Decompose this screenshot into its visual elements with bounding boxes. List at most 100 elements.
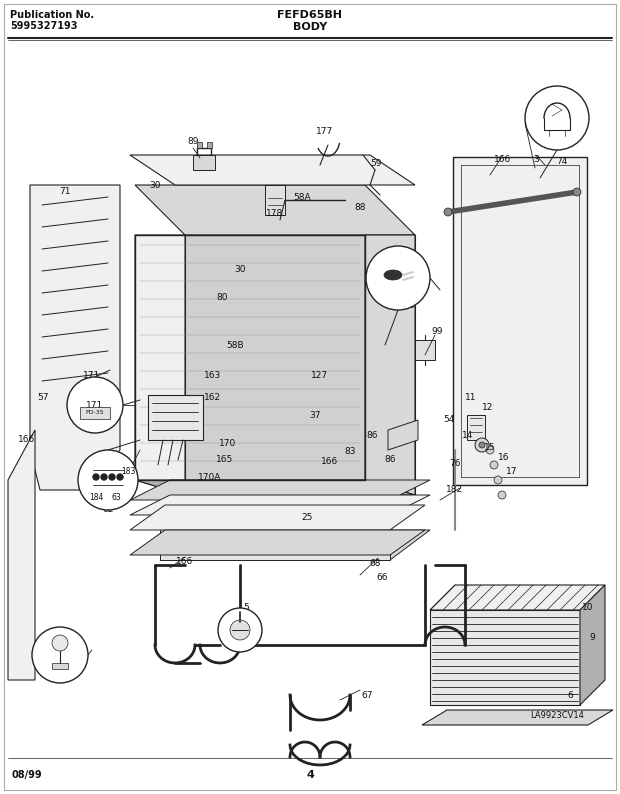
Circle shape — [490, 461, 498, 469]
Circle shape — [230, 620, 250, 640]
Text: 9: 9 — [589, 634, 595, 642]
Text: 99: 99 — [432, 327, 443, 337]
Polygon shape — [453, 157, 587, 485]
Text: 129: 129 — [399, 302, 417, 310]
FancyBboxPatch shape — [197, 142, 202, 148]
Circle shape — [109, 474, 115, 480]
FancyBboxPatch shape — [207, 142, 212, 148]
Text: 16: 16 — [498, 453, 510, 462]
Text: 171: 171 — [86, 400, 104, 410]
Text: 71: 71 — [60, 187, 71, 196]
Text: BODY: BODY — [293, 22, 327, 32]
Text: 166: 166 — [176, 557, 193, 566]
Text: 6: 6 — [567, 691, 573, 700]
Text: 177: 177 — [316, 128, 334, 137]
Polygon shape — [193, 155, 215, 170]
Circle shape — [573, 188, 581, 196]
Circle shape — [101, 474, 107, 480]
Polygon shape — [130, 530, 425, 555]
Text: 86: 86 — [384, 456, 396, 464]
Text: 17: 17 — [507, 467, 518, 476]
Circle shape — [32, 627, 88, 683]
Text: 5: 5 — [243, 603, 249, 612]
Polygon shape — [140, 475, 410, 490]
Text: 62: 62 — [102, 506, 113, 515]
Circle shape — [444, 208, 452, 216]
Text: 3: 3 — [533, 156, 539, 164]
Text: 30: 30 — [234, 265, 246, 275]
Polygon shape — [52, 663, 68, 669]
Text: 171: 171 — [83, 371, 100, 380]
Text: 184: 184 — [89, 494, 103, 503]
Circle shape — [525, 86, 589, 150]
Polygon shape — [160, 530, 430, 560]
Text: 4: 4 — [306, 770, 314, 780]
FancyBboxPatch shape — [80, 407, 110, 419]
Text: 83: 83 — [344, 448, 356, 457]
Polygon shape — [130, 480, 430, 500]
Text: 89: 89 — [187, 137, 199, 147]
Polygon shape — [140, 240, 360, 475]
Polygon shape — [467, 415, 485, 440]
Circle shape — [479, 442, 485, 448]
Polygon shape — [185, 235, 415, 495]
Text: 68: 68 — [370, 558, 381, 568]
Text: 5995327193: 5995327193 — [10, 21, 78, 31]
Polygon shape — [422, 710, 613, 725]
Text: 10: 10 — [582, 603, 594, 611]
Circle shape — [52, 635, 68, 651]
Text: 166: 166 — [18, 435, 35, 445]
Polygon shape — [265, 185, 285, 215]
Text: Publication No.: Publication No. — [10, 10, 94, 20]
Text: 14: 14 — [463, 430, 474, 440]
Polygon shape — [130, 505, 425, 530]
Text: 30: 30 — [149, 180, 161, 190]
Text: LA9923CV14: LA9923CV14 — [530, 711, 584, 719]
Text: 170A: 170A — [198, 473, 222, 483]
Text: 76: 76 — [450, 458, 461, 468]
Text: 88: 88 — [354, 202, 366, 211]
Text: 37: 37 — [309, 410, 321, 419]
Polygon shape — [135, 185, 415, 235]
Ellipse shape — [384, 270, 402, 280]
Polygon shape — [135, 235, 185, 495]
Text: 127: 127 — [311, 371, 329, 380]
Circle shape — [475, 438, 489, 452]
Text: 74: 74 — [556, 157, 568, 167]
Text: 170: 170 — [219, 438, 237, 448]
Circle shape — [366, 246, 430, 310]
Polygon shape — [130, 495, 430, 515]
Text: 54: 54 — [443, 415, 454, 425]
Text: 58A: 58A — [293, 192, 311, 202]
Circle shape — [486, 446, 494, 454]
Text: FEFD65BH: FEFD65BH — [278, 10, 342, 20]
Polygon shape — [430, 610, 580, 705]
Text: 15: 15 — [484, 444, 496, 453]
Polygon shape — [360, 240, 410, 490]
Circle shape — [218, 608, 262, 652]
Polygon shape — [130, 155, 415, 185]
Text: 11: 11 — [465, 392, 477, 402]
Polygon shape — [135, 480, 415, 495]
Text: 128: 128 — [410, 265, 426, 275]
Polygon shape — [580, 585, 605, 705]
Text: 183: 183 — [121, 468, 135, 476]
Circle shape — [117, 474, 123, 480]
Circle shape — [498, 491, 506, 499]
Text: 166: 166 — [494, 156, 512, 164]
Text: 165: 165 — [216, 456, 234, 464]
Text: 67: 67 — [361, 691, 373, 700]
Polygon shape — [430, 585, 605, 610]
Polygon shape — [30, 185, 120, 490]
Circle shape — [67, 377, 123, 433]
Text: FD-35: FD-35 — [86, 410, 104, 415]
Text: 63: 63 — [111, 494, 121, 503]
Text: 80: 80 — [216, 294, 228, 303]
Text: 66: 66 — [376, 573, 388, 583]
Text: 166: 166 — [321, 457, 339, 467]
Text: 162: 162 — [205, 394, 221, 403]
Circle shape — [78, 450, 138, 510]
Text: 25: 25 — [301, 514, 312, 522]
Polygon shape — [8, 430, 35, 680]
Text: 163: 163 — [205, 371, 221, 380]
